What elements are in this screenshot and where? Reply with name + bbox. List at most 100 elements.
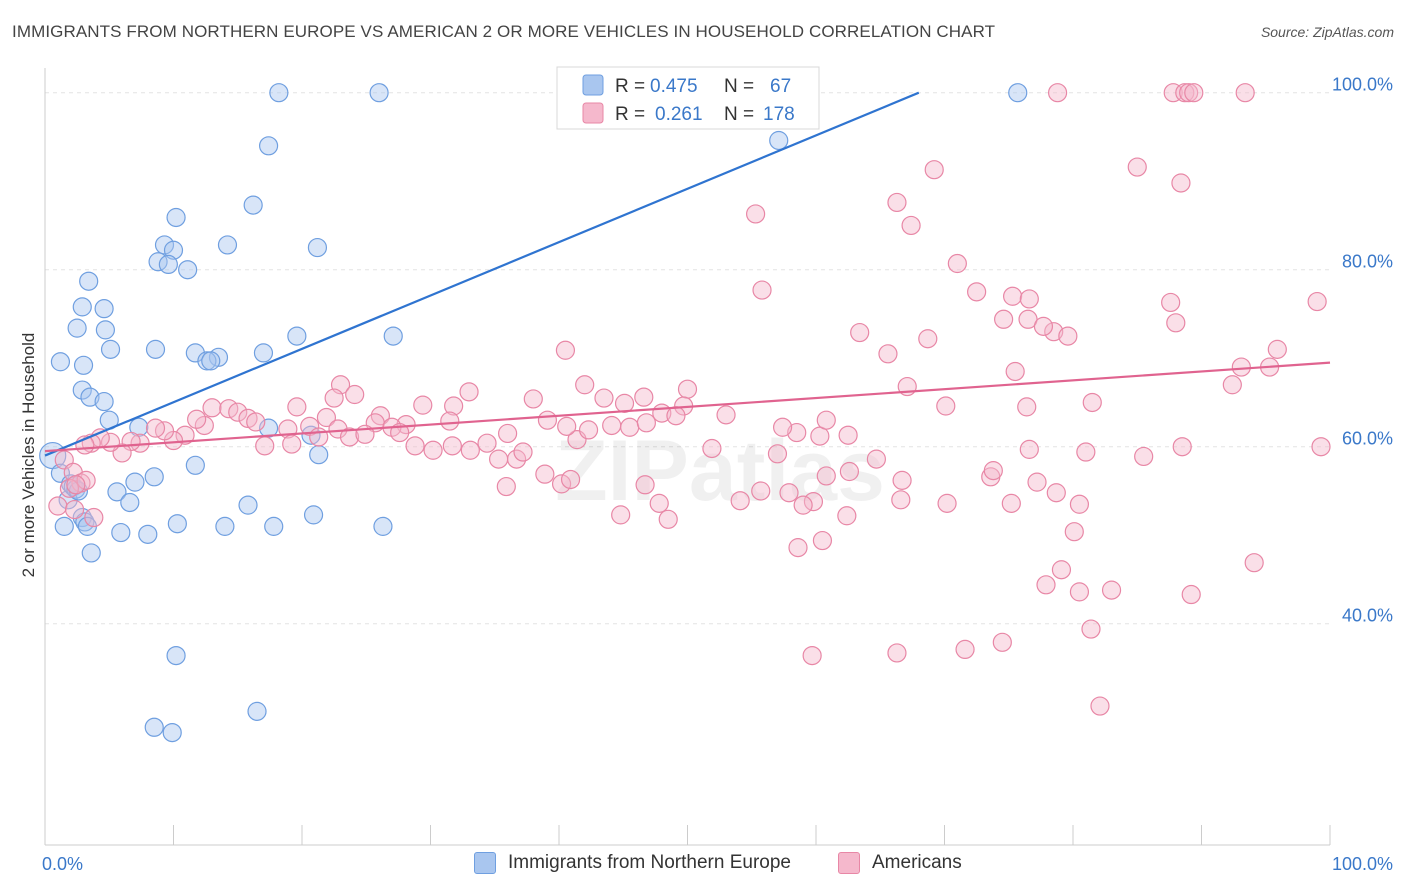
point-americans <box>746 204 766 224</box>
point-americans <box>1311 437 1331 457</box>
points-layer <box>39 83 1331 743</box>
point-americans <box>202 398 222 418</box>
point-immigrants <box>166 207 186 228</box>
point-americans <box>309 427 329 447</box>
point-americans <box>812 530 833 551</box>
point-americans <box>730 491 750 511</box>
point-americans <box>1064 522 1084 542</box>
point-americans <box>994 309 1014 329</box>
point-americans <box>535 464 555 484</box>
point-americans <box>255 436 275 456</box>
point-americans <box>1267 339 1287 359</box>
legend-blue-r-value: 0.475 <box>650 76 698 97</box>
point-immigrants <box>185 343 205 363</box>
legend-pink-n-value: 178 <box>763 104 795 125</box>
point-americans <box>1019 289 1039 309</box>
point-americans <box>187 409 207 429</box>
point-immigrants <box>258 136 279 156</box>
point-immigrants <box>95 320 115 340</box>
y-axis-label: 2 or more Vehicles in Household <box>19 333 38 578</box>
point-americans <box>1051 560 1072 580</box>
watermark-layer: ZIPatlas <box>555 423 885 519</box>
point-americans <box>442 436 462 456</box>
point-americans <box>84 507 104 528</box>
point-americans <box>891 490 911 510</box>
point-immigrants <box>73 355 94 375</box>
point-americans <box>892 470 912 490</box>
legend-label-americans: Americans <box>872 852 962 873</box>
point-americans <box>66 475 86 495</box>
trendline-immigrants <box>44 91 920 457</box>
point-immigrants <box>163 240 184 260</box>
point-immigrants <box>243 195 263 215</box>
point-americans <box>636 413 656 433</box>
point-americans <box>1069 582 1090 602</box>
point-immigrants <box>67 318 87 338</box>
point-americans <box>1036 575 1056 595</box>
point-americans <box>555 340 576 360</box>
point-americans <box>649 493 669 513</box>
point-americans <box>788 538 808 558</box>
point-americans <box>1017 397 1037 417</box>
point-immigrants <box>185 455 205 475</box>
legend-blue-r-label: R = <box>615 76 645 97</box>
point-immigrants <box>307 237 328 258</box>
point-americans <box>866 449 886 469</box>
point-americans <box>850 322 870 343</box>
point-immigrants <box>158 254 178 275</box>
point-americans <box>901 215 921 236</box>
point-americans <box>423 440 443 460</box>
point-americans <box>1046 483 1066 503</box>
point-americans <box>635 475 655 495</box>
point-immigrants <box>80 387 100 407</box>
point-americans <box>878 344 898 364</box>
point-americans <box>1090 696 1110 716</box>
point-americans <box>1307 291 1327 312</box>
point-americans <box>444 396 464 416</box>
point-americans <box>551 474 572 494</box>
point-americans <box>145 418 166 438</box>
point-immigrants <box>50 352 71 372</box>
chart-title: IMMIGRANTS FROM NORTHERN EUROPE VS AMERI… <box>12 22 996 41</box>
point-americans <box>1235 83 1255 103</box>
point-immigrants <box>383 326 403 346</box>
point-americans <box>594 388 614 408</box>
point-americans <box>772 417 793 437</box>
point-americans <box>1244 553 1264 573</box>
point-americans <box>560 469 581 490</box>
point-immigrants <box>369 83 389 103</box>
point-immigrants <box>72 297 92 317</box>
point-immigrants <box>166 645 186 666</box>
point-immigrants <box>144 467 164 487</box>
y-tick-label: 60.0% <box>1342 429 1393 449</box>
point-americans <box>611 505 631 525</box>
point-americans <box>1047 83 1068 103</box>
point-americans <box>983 461 1003 481</box>
point-americans <box>955 639 975 660</box>
point-americans <box>887 192 907 213</box>
point-immigrants <box>138 524 158 544</box>
point-immigrants <box>125 472 145 492</box>
point-americans <box>523 389 543 409</box>
point-immigrants <box>154 235 175 255</box>
point-immigrants <box>54 516 74 536</box>
legend-blue-swatch <box>582 74 604 96</box>
point-immigrants <box>79 271 99 291</box>
point-immigrants <box>217 235 238 255</box>
legend-item-immigrants: Immigrants from Northern Europe <box>474 852 791 874</box>
point-immigrants <box>269 83 289 103</box>
point-americans <box>459 382 479 402</box>
point-immigrants <box>769 130 789 151</box>
point-americans <box>751 481 771 501</box>
point-americans <box>634 387 654 407</box>
point-immigrants <box>201 351 221 371</box>
legend-swatch-pink <box>838 852 860 874</box>
point-immigrants <box>264 516 284 536</box>
point-americans <box>967 282 987 302</box>
point-americans <box>578 420 599 440</box>
point-immigrants <box>144 717 164 737</box>
point-americans <box>1127 157 1147 177</box>
point-americans <box>1172 437 1192 457</box>
point-americans <box>537 410 558 430</box>
point-americans <box>1003 286 1023 306</box>
